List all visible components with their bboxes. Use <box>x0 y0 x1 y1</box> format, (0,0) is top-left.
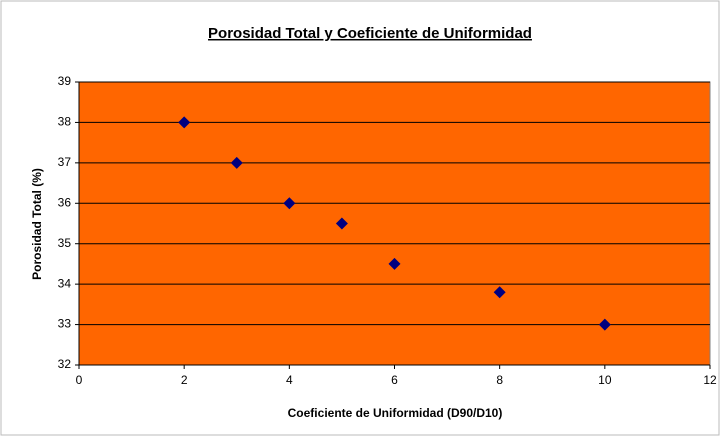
y-tick-label: 39 <box>58 74 72 88</box>
chart-title: Porosidad Total y Coeficiente de Uniform… <box>208 25 532 42</box>
x-tick-label: 12 <box>703 373 717 387</box>
x-tick-label: 8 <box>496 373 503 387</box>
y-tick-label: 32 <box>58 357 72 371</box>
x-tick-label: 2 <box>181 373 188 387</box>
point <box>493 286 506 299</box>
x-tick-label: 0 <box>76 373 83 387</box>
y-axis-title: Porosidad Total (%) <box>30 168 44 280</box>
x-tick-label: 10 <box>598 373 612 387</box>
y-tick-label: 34 <box>58 276 72 290</box>
x-tick-label: 6 <box>391 373 398 387</box>
x-axis-title: Coeficiente de Uniformidad (D90/D10) <box>288 406 503 420</box>
point <box>335 217 348 230</box>
point <box>283 197 296 210</box>
y-tick-label: 37 <box>58 155 72 169</box>
y-tick-label: 36 <box>58 195 72 209</box>
point <box>388 257 401 270</box>
x-tick-label: 4 <box>286 373 293 387</box>
point <box>598 318 611 331</box>
plot-area <box>78 81 711 366</box>
point <box>230 156 243 169</box>
y-tick-label: 38 <box>58 115 72 129</box>
y-tick-label: 35 <box>58 236 72 250</box>
y-tick-label: 33 <box>58 317 72 331</box>
point <box>178 116 191 129</box>
